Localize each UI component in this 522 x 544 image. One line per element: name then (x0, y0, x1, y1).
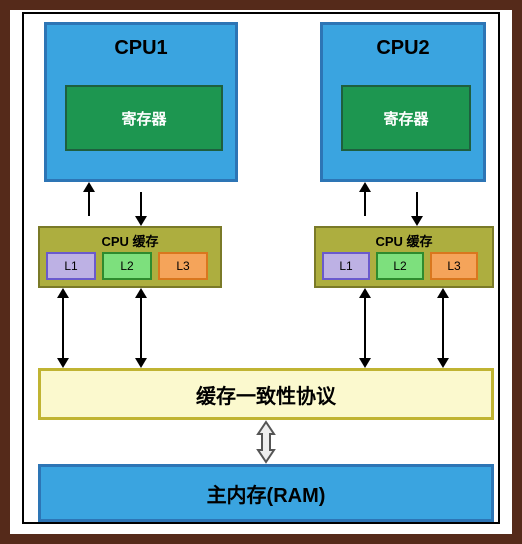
main-memory-ram: 主内存(RAM) (38, 464, 494, 522)
cpu1-title: CPU1 (47, 37, 235, 60)
cpu1-cache-title: CPU 缓存 (40, 231, 220, 250)
arrow-6 (364, 298, 366, 358)
arrow-4 (62, 298, 64, 358)
bidirectional-diamond-arrow-icon (244, 420, 288, 464)
cpu2-register: 寄存器 (341, 85, 471, 151)
protocol-label: 缓存一致性协议 (196, 380, 336, 409)
arrow-0 (88, 192, 90, 216)
outer-border: CPU1 寄存器 CPU2 寄存器 CPU 缓存 CPU 缓存 缓存一致性协议 … (0, 0, 522, 544)
cache2-l2: L2 (376, 252, 424, 280)
arrow-1 (140, 192, 142, 216)
cache1-l1: L1 (46, 252, 96, 280)
cpu2-block: CPU2 寄存器 (320, 22, 486, 182)
arrow-5 (140, 298, 142, 358)
cpu1-register-label: 寄存器 (121, 108, 166, 129)
cpu1-block: CPU1 寄存器 (44, 22, 238, 182)
cache2-l3: L3 (430, 252, 478, 280)
cpu1-register: 寄存器 (65, 85, 223, 151)
diagram-frame: CPU1 寄存器 CPU2 寄存器 CPU 缓存 CPU 缓存 缓存一致性协议 … (22, 12, 500, 524)
cpu2-cache-title: CPU 缓存 (316, 231, 492, 250)
cpu2-register-label: 寄存器 (383, 108, 428, 129)
cpu2-title: CPU2 (323, 37, 483, 60)
arrow-3 (416, 192, 418, 216)
arrow-2 (364, 192, 366, 216)
cache-coherency-protocol: 缓存一致性协议 (38, 368, 494, 420)
cache2-l1: L1 (322, 252, 370, 280)
cache1-l2: L2 (102, 252, 152, 280)
arrow-7 (442, 298, 444, 358)
ram-label: 主内存(RAM) (207, 479, 326, 508)
cache1-l3: L3 (158, 252, 208, 280)
